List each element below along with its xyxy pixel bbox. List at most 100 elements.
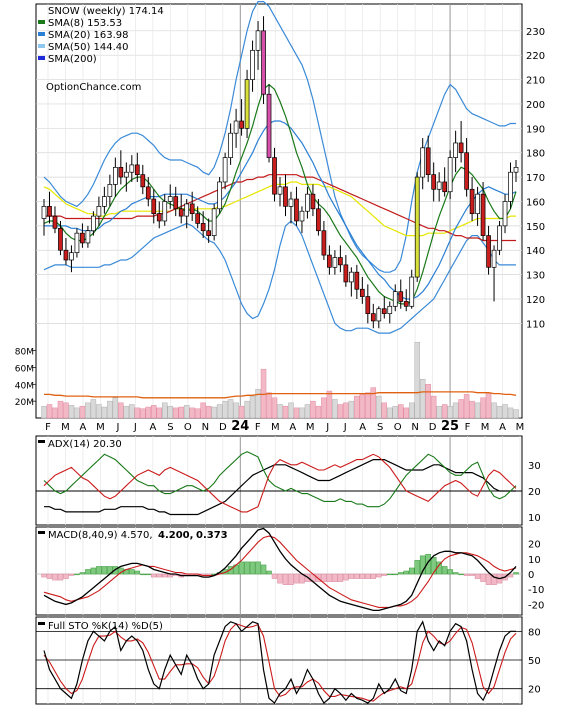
month-label: J	[115, 422, 119, 433]
macd-histogram-bar	[392, 573, 399, 576]
volume-bar	[249, 395, 256, 419]
volume-bar	[414, 341, 420, 419]
candle-up	[348, 271, 354, 283]
candle-up	[244, 79, 250, 129]
macd-histogram-bar	[41, 573, 47, 578]
candle-up	[184, 203, 190, 217]
candle-down	[266, 93, 272, 158]
macd-tick-label: 0	[528, 570, 534, 581]
month-label: J	[133, 422, 137, 433]
macd-histogram-bar	[74, 573, 80, 576]
candle-up	[447, 157, 453, 193]
macd-histogram-bar	[151, 573, 157, 578]
volume-bar	[480, 397, 486, 419]
candle-up	[376, 308, 382, 322]
price-tick-label: 230	[526, 27, 545, 38]
month-label: A	[80, 422, 87, 433]
macd-histogram-bar	[293, 573, 300, 584]
volume-bar	[134, 407, 141, 419]
month-label: M	[271, 422, 280, 433]
macd-histogram-bar	[315, 573, 322, 582]
candle-up	[85, 230, 91, 244]
candle-up	[277, 186, 283, 195]
candle-down	[310, 193, 316, 210]
candle-up	[392, 291, 398, 307]
source-label: OptionChance.com	[46, 82, 141, 93]
month-label: F	[465, 422, 471, 433]
sto-tick-label: 20	[528, 685, 541, 696]
volume-bar	[101, 406, 108, 419]
volume-bar	[46, 404, 53, 419]
month-label: A	[289, 422, 296, 433]
candle-down	[178, 208, 184, 217]
candle-up	[409, 276, 415, 307]
month-label: J	[325, 422, 329, 433]
macd-histogram-bar	[507, 573, 514, 578]
volume-bar	[107, 400, 113, 419]
month-label: D	[219, 422, 227, 433]
legend-label: SMA(20) 163.98	[48, 30, 129, 41]
candle-up	[102, 196, 107, 207]
macd-tick-label: -20	[528, 600, 544, 611]
macd-histogram-bar	[79, 572, 86, 575]
volume-bar	[315, 405, 322, 419]
macd-histogram-bar	[370, 573, 377, 579]
macd-histogram-bar	[447, 569, 453, 575]
candle-down	[283, 186, 288, 207]
macd-histogram-bar	[46, 573, 53, 579]
volume-tick-label: 40M	[15, 381, 34, 391]
adx-tick-label: 20	[528, 487, 541, 498]
macd-histogram-bar	[271, 573, 278, 579]
candle-up	[299, 210, 305, 222]
month-label: A	[499, 422, 506, 433]
sto-title: Full STO %K(14) %D(5)	[48, 621, 163, 632]
price-tick-label: 120	[526, 295, 545, 306]
candle-up	[222, 157, 228, 183]
candle-down	[206, 230, 212, 236]
price-tick-label: 110	[526, 319, 545, 330]
month-label: 25	[441, 419, 459, 434]
volume-bar	[507, 407, 514, 419]
candle-down	[195, 213, 201, 224]
candle-up	[332, 257, 338, 268]
legend-swatch	[38, 20, 45, 24]
volume-bar	[425, 384, 431, 419]
candle-up	[414, 176, 420, 278]
macd-histogram-bar	[260, 564, 267, 575]
candle-down	[261, 30, 266, 95]
volume-bar	[216, 404, 223, 419]
volume-bar	[161, 402, 168, 419]
volume-bar	[211, 406, 217, 419]
volume-bar	[502, 404, 508, 419]
legend-swatch	[38, 44, 45, 48]
candle-down	[431, 174, 437, 190]
volume-bar	[227, 399, 234, 419]
legend-swatch	[38, 56, 45, 60]
volume-bar	[129, 404, 135, 419]
adx-tick-label: 10	[528, 513, 541, 524]
month-label: N	[202, 422, 209, 433]
volume-bar	[255, 389, 261, 419]
candle-up	[91, 215, 96, 232]
volume-bar	[178, 406, 184, 419]
volume-tick-label: 60M	[15, 364, 34, 374]
candle-up	[513, 166, 519, 173]
candle-up	[305, 193, 310, 212]
candle-down	[200, 223, 206, 232]
month-label: O	[184, 422, 192, 433]
macd-histogram-bar	[408, 567, 415, 575]
macd-histogram-bar	[403, 570, 409, 575]
volume-bar	[140, 408, 146, 419]
candle-down	[365, 296, 371, 314]
macd-histogram-value: 0.373	[196, 530, 228, 541]
candle-up	[96, 206, 102, 217]
volume-bar	[365, 392, 371, 419]
month-label: S	[167, 422, 173, 433]
sma200-line	[44, 174, 516, 242]
candle-down	[425, 147, 431, 176]
volume-bar	[310, 400, 316, 419]
volume-bar	[381, 402, 388, 419]
volume-bar	[496, 405, 503, 419]
candle-up	[502, 201, 508, 227]
